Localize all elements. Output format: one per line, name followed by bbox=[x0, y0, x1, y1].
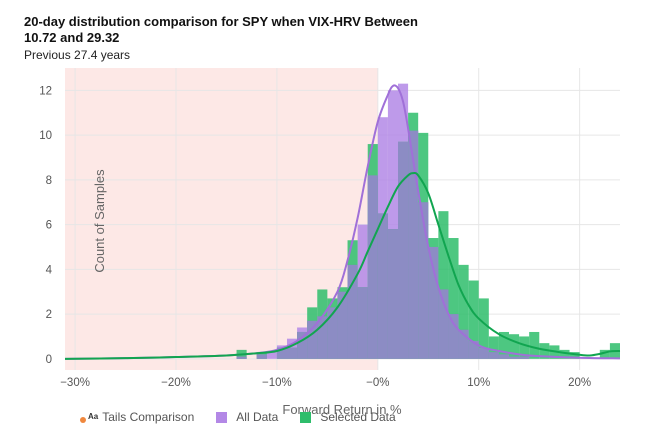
overlap-bar bbox=[357, 287, 368, 359]
selected-data-bar bbox=[539, 343, 550, 359]
overlap-bar bbox=[488, 352, 499, 359]
overlap-bar bbox=[287, 347, 298, 359]
chart-title: 20-day distribution comparison for SPY w… bbox=[24, 14, 418, 45]
legend-label-tails: Tails Comparison bbox=[102, 410, 195, 424]
all-data-bar bbox=[266, 352, 277, 359]
legend-label-all-data: All Data bbox=[236, 410, 279, 424]
selected-data-bar bbox=[599, 349, 610, 359]
y-tick-label: 6 bbox=[46, 220, 52, 232]
selected-data-bar bbox=[438, 211, 449, 359]
selected-data-bar bbox=[448, 238, 459, 359]
selected-data-bar bbox=[519, 336, 530, 359]
chart-subtitle: Previous 27.4 years bbox=[24, 48, 131, 62]
selected-data-bar bbox=[478, 298, 489, 359]
overlap-bar bbox=[297, 331, 308, 359]
y-tick-label: 10 bbox=[39, 130, 52, 142]
x-tick-label: −0% bbox=[366, 377, 389, 389]
selected-data-bar bbox=[569, 352, 580, 359]
overlap-bar bbox=[327, 307, 338, 359]
overlap-bar bbox=[478, 347, 489, 359]
overlap-bar bbox=[438, 289, 449, 359]
overlap-bar bbox=[276, 347, 287, 359]
selected-data-swatch bbox=[300, 411, 312, 423]
legend-item-tails[interactable]: Aa Tails Comparison bbox=[80, 410, 194, 424]
overlap-bar bbox=[509, 356, 520, 359]
selected-data-bar bbox=[509, 334, 520, 359]
y-axis-label: Count of Samples bbox=[92, 169, 107, 273]
x-tick-label: −30% bbox=[60, 377, 90, 389]
selected-data-bar bbox=[488, 336, 499, 359]
overlap-bar bbox=[337, 291, 348, 359]
legend-item-all-data[interactable]: All Data bbox=[216, 410, 278, 424]
selected-data-bar bbox=[529, 331, 540, 359]
x-axis-label: Forward Return in % bbox=[282, 402, 402, 417]
overlap-bar bbox=[408, 130, 419, 359]
overlap-bar bbox=[256, 354, 267, 359]
x-tick-label: −10% bbox=[262, 377, 292, 389]
overlap-bar bbox=[317, 316, 328, 359]
overlap-bar bbox=[418, 202, 429, 359]
y-tick-label: 8 bbox=[46, 175, 52, 187]
legend: Aa Tails Comparison All Data Selected Da… bbox=[80, 410, 418, 424]
overlap-bar bbox=[307, 320, 318, 359]
overlap-bar bbox=[236, 356, 247, 359]
selected-data-bar bbox=[458, 264, 469, 359]
overlap-bar bbox=[347, 264, 358, 359]
overlap-bar bbox=[387, 229, 398, 359]
selected-data-bar bbox=[559, 349, 570, 359]
y-tick-label: 4 bbox=[46, 264, 53, 276]
y-tick-label: 0 bbox=[46, 354, 52, 366]
all-data-bar bbox=[387, 90, 398, 359]
x-tick-label: 10% bbox=[467, 377, 490, 389]
overlap-bar bbox=[367, 175, 378, 359]
x-tick-label: 20% bbox=[568, 377, 591, 389]
overlap-bar bbox=[468, 340, 479, 359]
overlap-bar bbox=[458, 329, 469, 359]
y-tick-label: 12 bbox=[39, 85, 52, 97]
selected-data-bar bbox=[468, 280, 479, 359]
overlap-bar bbox=[498, 354, 509, 359]
overlap-bar bbox=[428, 246, 439, 359]
all-data-swatch bbox=[216, 411, 228, 423]
overlap-bar bbox=[448, 314, 459, 359]
legend-item-selected-data[interactable]: Selected Data bbox=[300, 410, 396, 424]
overlap-bar bbox=[519, 356, 530, 359]
selected-data-bar bbox=[498, 331, 509, 359]
y-tick-label: 2 bbox=[46, 309, 52, 321]
overlap-bar bbox=[377, 213, 388, 359]
selected-data-density-line bbox=[64, 171, 621, 360]
overlap-bar bbox=[398, 141, 409, 359]
x-tick-label: −20% bbox=[161, 377, 191, 389]
tails-comparison-icon: Aa bbox=[80, 412, 98, 423]
legend-label-selected-data: Selected Data bbox=[320, 410, 396, 424]
